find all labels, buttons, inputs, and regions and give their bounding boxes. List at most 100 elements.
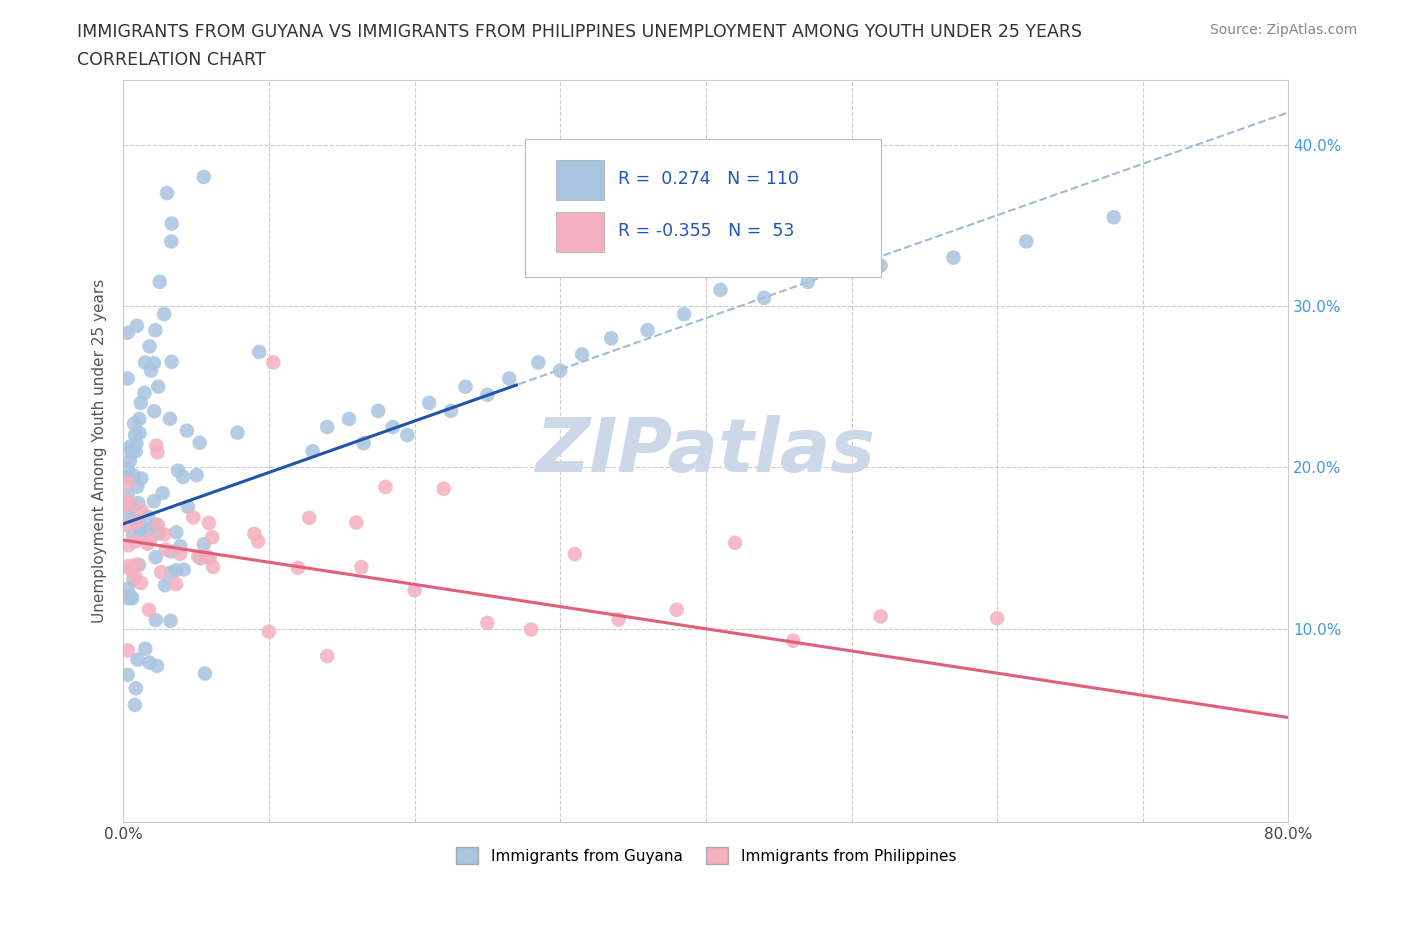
Point — [125, 681, 148, 696]
Point — [152, 485, 174, 500]
Point — [165, 525, 187, 539]
Point — [124, 534, 146, 549]
Point — [607, 612, 630, 627]
Point — [344, 515, 367, 530]
FancyBboxPatch shape — [526, 140, 880, 277]
Point — [127, 479, 149, 494]
Point — [337, 412, 360, 427]
Point — [287, 561, 309, 576]
Point — [138, 339, 160, 353]
Point — [153, 307, 176, 322]
Point — [146, 518, 169, 533]
Point — [117, 509, 139, 524]
Point — [142, 494, 165, 509]
Point — [145, 438, 167, 453]
Point — [155, 542, 177, 557]
Point — [247, 344, 270, 359]
Point — [117, 498, 139, 513]
Point — [122, 468, 145, 483]
Point — [136, 523, 159, 538]
Point — [197, 549, 219, 564]
Point — [145, 517, 167, 532]
Point — [148, 379, 170, 394]
FancyBboxPatch shape — [555, 212, 605, 252]
Point — [986, 611, 1008, 626]
Point — [243, 526, 266, 541]
Point — [117, 518, 139, 533]
Point — [117, 371, 139, 386]
Point — [159, 411, 181, 426]
Point — [202, 560, 225, 575]
Point — [134, 385, 156, 400]
Point — [169, 547, 191, 562]
Point — [367, 404, 389, 418]
Point — [125, 444, 148, 458]
Point — [477, 387, 499, 402]
Point — [117, 538, 139, 552]
Point — [138, 603, 160, 618]
Point — [177, 499, 200, 514]
Text: Source: ZipAtlas.com: Source: ZipAtlas.com — [1209, 23, 1357, 37]
Point — [564, 547, 586, 562]
Point — [125, 557, 148, 572]
Point — [942, 250, 965, 265]
Point — [724, 536, 747, 551]
Point — [150, 565, 173, 579]
Point — [129, 520, 152, 535]
Text: ZIPatlas: ZIPatlas — [536, 415, 876, 487]
Point — [142, 356, 165, 371]
Point — [138, 655, 160, 670]
Point — [752, 290, 775, 305]
Point — [160, 354, 183, 369]
Point — [165, 577, 187, 591]
FancyBboxPatch shape — [555, 160, 605, 200]
Point — [527, 355, 550, 370]
Point — [125, 514, 148, 529]
Point — [117, 668, 139, 683]
Point — [797, 274, 820, 289]
Point — [165, 563, 187, 578]
Point — [146, 658, 169, 673]
Point — [193, 537, 215, 551]
Point — [198, 551, 221, 565]
Point — [122, 527, 145, 542]
Point — [122, 416, 145, 431]
Point — [201, 530, 224, 545]
Point — [160, 565, 183, 579]
Point — [120, 561, 142, 576]
Point — [193, 169, 215, 184]
Point — [127, 652, 149, 667]
Point — [498, 371, 520, 386]
Point — [301, 444, 323, 458]
Point — [117, 470, 139, 485]
Point — [124, 428, 146, 443]
Point — [128, 412, 150, 427]
Point — [127, 496, 149, 511]
Point — [226, 425, 249, 440]
Point — [673, 307, 696, 322]
Point — [136, 510, 159, 525]
Point — [134, 642, 156, 657]
Point — [117, 643, 139, 658]
Point — [128, 527, 150, 542]
Point — [316, 419, 339, 434]
Point — [316, 648, 339, 663]
Text: CORRELATION CHART: CORRELATION CHART — [77, 51, 266, 69]
Text: R = -0.355   N =  53: R = -0.355 N = 53 — [619, 221, 794, 240]
Point — [117, 494, 139, 509]
Point — [153, 578, 176, 592]
Point — [169, 538, 191, 553]
Point — [149, 274, 172, 289]
Point — [433, 482, 456, 497]
Point — [198, 515, 221, 530]
Point — [128, 426, 150, 441]
Point — [120, 500, 142, 515]
Point — [1015, 234, 1038, 249]
Point — [125, 318, 148, 333]
Point — [117, 591, 139, 605]
Point — [181, 510, 204, 525]
Text: R =  0.274   N = 110: R = 0.274 N = 110 — [619, 170, 800, 188]
Point — [298, 511, 321, 525]
Point — [188, 435, 211, 450]
Point — [257, 624, 280, 639]
